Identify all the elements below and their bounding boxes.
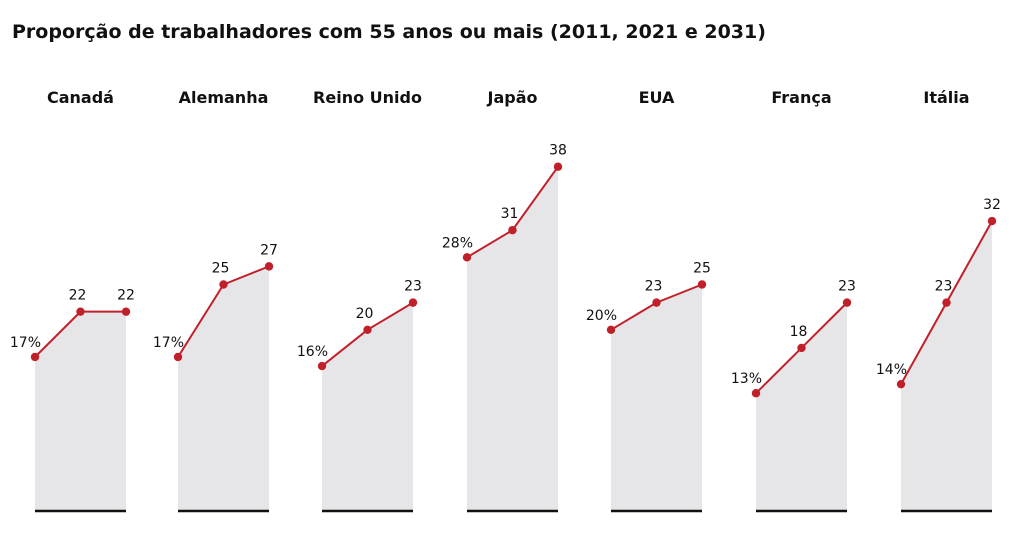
data-label-eua-2011: 20% [586,308,617,324]
data-label-italia-2021: 23 [935,279,953,295]
data-label-franca-2021: 18 [790,324,808,340]
panel-title-eua: EUA [639,88,675,107]
point-franca-2031 [842,298,852,307]
point-japao-2031 [553,162,563,171]
data-label-canada-2031: 22 [117,288,135,304]
point-canada-2011 [30,352,40,362]
panel-canada: 17% 22 22 Canadá [10,88,135,513]
data-label-reino-unido-2031: 23 [404,279,422,295]
point-eua-2021 [652,298,661,307]
point-canada-2031 [121,307,131,316]
panel-title-canada: Canadá [47,88,114,107]
chart-panels: 17% 22 22 Canadá 17% 25 27 Alemanha 16% 20 23 Reino… [10,88,1001,513]
data-label-eua-2021: 23 [645,279,663,295]
point-alemanha-2021 [219,280,228,289]
panel-title-reino-unido: Reino Unido [313,88,422,107]
point-franca-2011 [751,389,761,398]
point-reino-unido-2021 [363,325,372,334]
data-label-japao-2021: 31 [501,206,519,222]
point-canada-2021 [76,307,85,316]
data-label-alemanha-2021: 25 [212,261,230,277]
chart-title: Proporção de trabalhadores com 55 anos o… [12,21,766,43]
data-label-alemanha-2031: 27 [260,242,278,258]
point-eua-2011 [606,325,616,334]
point-franca-2021 [797,343,806,353]
panel-franca: 13% 18 23 França [731,88,856,513]
panel-title-alemanha: Alemanha [179,88,269,107]
data-label-alemanha-2011: 17% [153,335,184,351]
point-alemanha-2031 [264,262,274,271]
point-reino-unido-2011 [317,361,327,371]
data-label-italia-2011: 14% [876,362,907,378]
panel-alemanha: 17% 25 27 Alemanha [153,88,278,513]
panel-title-japao: Japão [487,88,538,107]
area-alemanha [178,266,269,511]
area-italia [901,221,992,511]
area-japao [467,166,558,511]
data-label-franca-2031: 23 [838,279,856,295]
data-label-reino-unido-2011: 16% [297,344,328,360]
data-label-canada-2021: 22 [69,288,87,304]
point-italia-2011 [896,379,906,389]
area-franca [756,302,847,511]
point-reino-unido-2031 [408,298,418,307]
panel-italia: 14% 23 32 Itália [876,88,1001,513]
point-italia-2021 [942,298,951,307]
panel-title-italia: Itália [923,88,969,107]
panel-title-franca: França [771,88,831,107]
area-reino-unido [322,302,413,511]
data-label-italia-2031: 32 [983,197,1001,213]
data-label-eua-2031: 25 [693,261,711,277]
point-eua-2031 [697,280,707,289]
data-label-japao-2031: 38 [549,143,567,159]
panel-japao: 28% 31 38 Japão [442,88,567,513]
area-canada [35,311,126,511]
data-label-japao-2011: 28% [442,235,473,251]
data-label-reino-unido-2021: 20 [356,306,374,322]
area-eua [611,284,702,511]
point-alemanha-2011 [173,352,183,362]
data-label-franca-2011: 13% [731,371,762,387]
point-japao-2021 [508,225,517,235]
panel-reino-unido: 16% 20 23 Reino Unido [297,88,422,513]
point-japao-2011 [462,253,472,262]
data-label-canada-2011: 17% [10,335,41,351]
point-italia-2031 [987,216,997,226]
panel-eua: 20% 23 25 EUA [586,88,711,513]
